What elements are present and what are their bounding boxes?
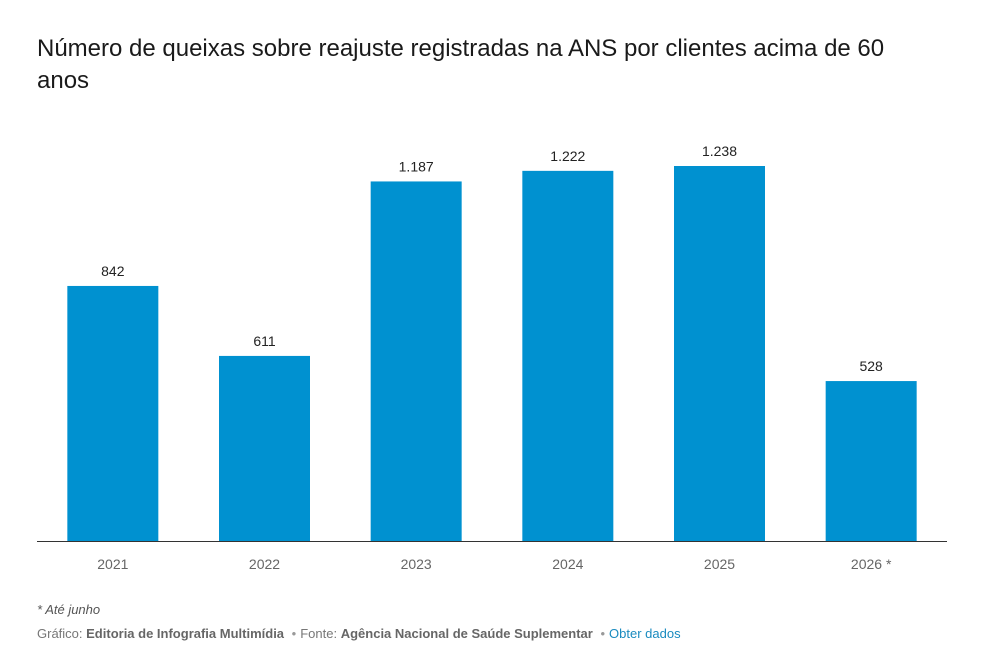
grafico-label: Gráfico: [37, 626, 83, 641]
data-label: 528 [859, 358, 883, 374]
x-tick-label: 2026 * [851, 556, 892, 572]
bar-2025 [674, 166, 765, 541]
data-label: 611 [253, 333, 276, 349]
x-tick-label: 2021 [97, 556, 128, 572]
data-label: 842 [101, 263, 125, 279]
bar-chart: 842 2021 611 2022 1.187 2023 1.222 2024 1.238 202… [37, 143, 947, 572]
data-label: 1.187 [399, 158, 434, 174]
separator-dot: • [291, 626, 297, 641]
fonte-source: Agência Nacional de Saúde Suplementar [340, 626, 593, 641]
footnote: * Até junho [37, 602, 101, 617]
bar-2021 [67, 285, 159, 541]
x-tick-label: 2024 [552, 556, 583, 572]
bar-2024 [522, 170, 614, 541]
x-tick-label: 2022 [249, 556, 280, 572]
bar-2023 [370, 181, 462, 541]
fonte-label: Fonte: [300, 626, 338, 641]
x-tick-label: 2023 [401, 556, 432, 572]
bar-2022 [219, 355, 310, 541]
grafico-author: Editoria de Infografia Multimídia [86, 626, 285, 641]
get-data-link[interactable]: Obter dados [609, 626, 681, 641]
chart-title: Número de queixas sobre reajuste registr… [37, 35, 885, 94]
credits-line: Gráfico: Editoria de Infografia Multimíd… [37, 626, 681, 641]
data-label: 1.222 [550, 148, 585, 164]
x-tick-label: 2025 [704, 556, 735, 572]
data-label: 1.238 [702, 143, 737, 159]
separator-dot: • [600, 626, 606, 641]
bar-2026 [825, 381, 917, 541]
